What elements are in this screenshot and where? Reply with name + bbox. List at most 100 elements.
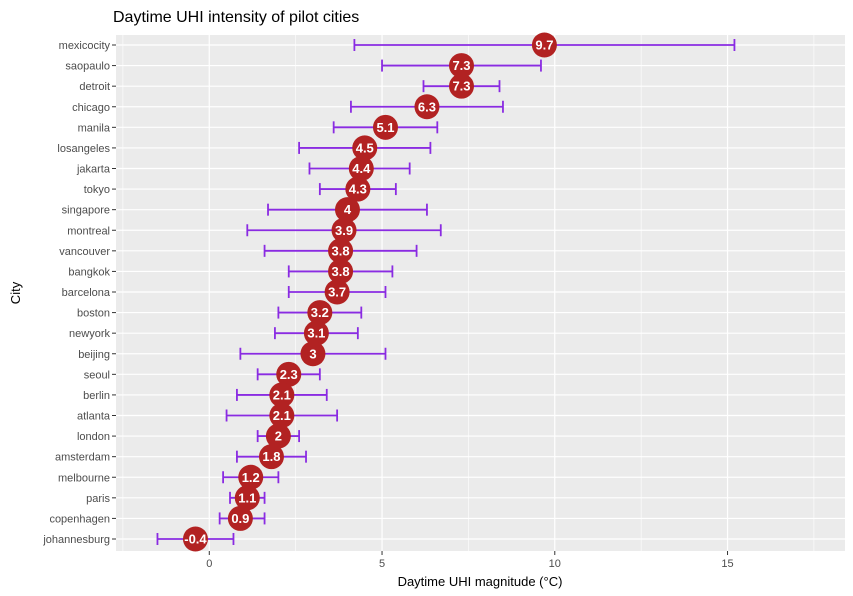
point-value-label: 4 [344,202,352,217]
point-melbourne: 1.2 [238,464,264,490]
point-value-label: 3.8 [332,264,350,279]
point-value-label: -0.4 [184,532,207,547]
y-tick-label-copenhagen: copenhagen [49,513,110,525]
y-tick-label-losangeles: losangeles [57,143,110,155]
point-marker [324,279,350,305]
point-marker [265,423,291,449]
point-marker [276,361,302,387]
plot-panel [116,35,845,551]
y-tick-label-vancouver: vancouver [59,246,110,258]
y-tick-label-atlanta: atlanta [77,411,111,423]
point-barcelona: 3.7 [324,279,350,305]
point-boston: 3.2 [307,300,333,326]
point-berlin: 2.1 [269,382,295,408]
point-marker [328,238,354,264]
point-marker [334,197,360,223]
y-tick-label-berlin: berlin [83,390,110,402]
point-value-label: 3.7 [328,285,346,300]
point-value-label: 4.5 [356,140,374,155]
y-tick-label-chicago: chicago [72,102,110,114]
y-tick-label-melbourne: melbourne [58,472,110,484]
y-tick-label-tokyo: tokyo [84,184,110,196]
point-value-label: 7.3 [452,58,470,73]
point-marker [303,320,329,346]
point-value-label: 7.3 [452,79,470,94]
point-marker [269,382,295,408]
point-marker [328,258,354,284]
point-value-label: 9.7 [535,38,553,53]
chart-title: Daytime UHI intensity of pilot cities [113,9,359,26]
point-marker [448,73,474,99]
point-value-label: 0.9 [231,511,249,526]
y-tick-label-newyork: newyork [69,328,110,340]
y-tick-label-bangkok: bangkok [68,266,110,278]
minor-gridlines [122,35,815,551]
point-marker [182,526,208,552]
y-tick-label-amsterdam: amsterdam [55,452,110,464]
y-tick-label-boston: boston [77,308,110,320]
point-singapore: 4 [334,197,360,223]
point-value-label: 1.2 [242,470,260,485]
point-marker [414,94,440,120]
point-value-label: 4.3 [349,182,367,197]
point-marker [331,217,357,243]
point-marker [345,176,371,202]
x-tick-label: 15 [721,558,733,570]
point-johannesburg: -0.4 [182,526,208,552]
point-value-label: 6.3 [418,99,436,114]
x-axis-label: Daytime UHI magnitude (°C) [398,574,563,589]
x-tick-label: 5 [379,558,385,570]
y-tick-label-barcelona: barcelona [62,287,111,299]
point-beijing: 3 [300,341,326,367]
point-value-label: 1.8 [262,449,280,464]
point-value-label: 3.9 [335,223,353,238]
point-marker [348,156,374,181]
y-tick-label-detroit: detroit [79,81,110,93]
point-marker [372,114,398,140]
point-value-label: 3.2 [311,305,329,320]
point-marker [227,505,253,531]
point-value-label: 1.1 [238,490,256,505]
point-tokyo: 4.3 [345,176,371,202]
y-tick-label-manila: manila [78,122,111,134]
point-marker [300,341,326,367]
point-marker [531,32,557,58]
point-marker [234,485,260,511]
point-london: 2 [265,423,291,449]
y-tick-label-johannesburg: johannesburg [42,534,110,546]
x-tick-label: 10 [549,558,561,570]
y-tick-label-beijing: beijing [78,349,110,361]
point-value-label: 2 [275,429,282,444]
x-tick-labels: 0 5 10 15 [206,551,734,570]
point-chicago: 6.3 [414,94,440,120]
y-axis-label: City [8,281,23,304]
point-saopaulo: 7.3 [448,53,474,79]
y-tick-label-paris: paris [86,493,110,505]
point-losangeles: 4.5 [352,135,378,161]
point-marker [269,403,295,428]
y-tick-label-seoul: seoul [84,369,110,381]
point-marker [238,464,264,490]
point-manila: 5.1 [372,114,398,140]
data-points: 9.7 7.3 7.3 6.3 5.14.5 4.4 4.3 4 3.9 3.8 3.8 3.7 3.2… [182,32,557,552]
y-tick-label-montreal: montreal [67,225,110,237]
point-value-label: 3 [309,346,316,361]
point-marker [307,300,333,326]
y-tick-label-saopaulo: saopaulo [65,61,110,73]
point-amsterdam: 1.8 [258,444,284,470]
point-value-label: 2.3 [280,367,298,382]
point-value-label: 5.1 [376,120,394,135]
point-marker [258,444,284,470]
y-tick-label-jakarta: jakarta [76,164,111,176]
x-tick-label: 0 [206,558,212,570]
point-value-label: 2.1 [273,387,291,402]
point-value-label: 3.8 [332,243,350,258]
point-value-label: 4.4 [352,161,371,176]
point-montreal: 3.9 [331,217,357,243]
error-bars [156,39,736,545]
point-newyork: 3.1 [303,320,329,346]
y-tick-label-singapore: singapore [62,205,110,217]
point-copenhagen: 0.9 [227,505,253,531]
point-marker [352,135,378,161]
